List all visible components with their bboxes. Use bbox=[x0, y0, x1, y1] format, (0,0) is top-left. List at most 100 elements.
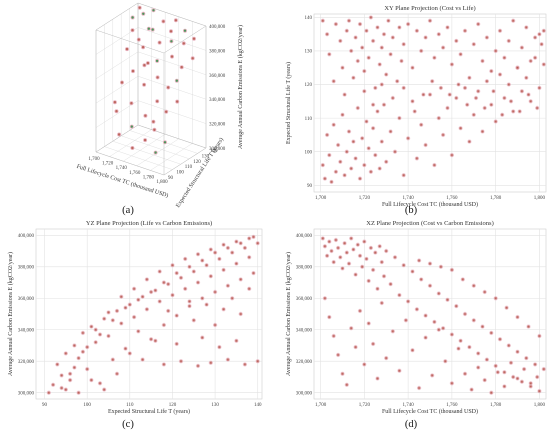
data-point bbox=[349, 326, 354, 331]
data-point bbox=[401, 42, 406, 47]
data-point bbox=[155, 75, 160, 80]
grid-line-3d bbox=[121, 135, 190, 159]
data-point bbox=[410, 65, 415, 70]
data-point bbox=[141, 11, 146, 16]
data-point bbox=[473, 95, 479, 101]
data-point bbox=[537, 388, 542, 394]
data-point bbox=[379, 300, 384, 306]
data-point bbox=[489, 68, 494, 74]
data-point bbox=[430, 373, 435, 378]
y-tick-label: 300,000 bbox=[296, 391, 313, 396]
x-tick-label: 1,740 bbox=[402, 196, 414, 201]
data-point bbox=[142, 63, 147, 68]
data-point bbox=[153, 150, 158, 155]
data-point bbox=[405, 299, 411, 304]
data-point bbox=[449, 332, 455, 337]
data-point bbox=[373, 250, 378, 255]
data-point bbox=[322, 244, 328, 249]
data-point bbox=[357, 21, 363, 27]
grid-line-3d bbox=[137, 27, 207, 51]
data-point bbox=[144, 307, 150, 312]
data-point bbox=[440, 326, 446, 331]
data-point bbox=[392, 149, 398, 154]
data-point bbox=[143, 138, 148, 143]
cube-edge bbox=[163, 147, 207, 176]
data-point bbox=[181, 41, 186, 46]
data-point bbox=[344, 250, 349, 255]
data-point bbox=[362, 68, 367, 74]
data-point bbox=[349, 166, 354, 171]
data-point bbox=[458, 125, 463, 131]
data-point bbox=[320, 236, 325, 241]
data-point bbox=[333, 169, 339, 175]
data-point bbox=[495, 370, 500, 375]
data-point bbox=[511, 374, 516, 380]
data-point bbox=[440, 45, 446, 50]
data-point bbox=[384, 248, 389, 254]
data-point bbox=[526, 324, 531, 329]
data-point bbox=[117, 132, 122, 137]
y-tick-label: 120 bbox=[193, 160, 201, 165]
cube-edge bbox=[137, 2, 207, 27]
cube-edge bbox=[95, 2, 139, 31]
data-point bbox=[397, 115, 402, 121]
data-point bbox=[338, 159, 343, 165]
grid-line-3d bbox=[112, 141, 181, 165]
data-point bbox=[438, 85, 444, 91]
data-point bbox=[381, 274, 387, 279]
data-point bbox=[419, 277, 424, 282]
data-point bbox=[157, 40, 162, 45]
panel-a-label: (a) bbox=[122, 205, 134, 216]
data-point bbox=[342, 240, 347, 246]
data-point bbox=[140, 357, 145, 362]
data-point bbox=[344, 28, 349, 33]
data-point bbox=[430, 78, 435, 84]
data-point bbox=[331, 333, 336, 339]
data-point bbox=[221, 307, 226, 312]
data-point bbox=[467, 344, 472, 350]
data-point bbox=[84, 344, 90, 350]
data-point bbox=[195, 280, 201, 285]
data-point bbox=[327, 314, 332, 320]
data-point bbox=[471, 318, 476, 323]
data-point bbox=[353, 344, 358, 350]
data-point bbox=[340, 266, 345, 271]
panel-b-xy-projection: 1,700 1,720 1,740 1,760 1,780 1,800 90 100 110 12… bbox=[285, 5, 547, 208]
data-point bbox=[148, 337, 154, 342]
x-tick-label: 1,780 bbox=[143, 175, 155, 180]
data-point bbox=[377, 62, 382, 67]
data-point bbox=[476, 351, 481, 356]
data-point bbox=[421, 92, 426, 97]
x-tick-label: 1,740 bbox=[402, 403, 414, 408]
y-tick-label: 340,000 bbox=[296, 328, 313, 333]
data-point bbox=[225, 283, 231, 288]
data-point bbox=[370, 102, 376, 107]
data-point bbox=[500, 112, 505, 118]
data-point bbox=[462, 28, 468, 33]
data-point bbox=[165, 308, 171, 314]
data-point bbox=[338, 38, 343, 44]
z-tick-label: 400,000 bbox=[209, 25, 226, 30]
data-point bbox=[447, 92, 452, 97]
data-point bbox=[191, 269, 197, 274]
data-point bbox=[179, 65, 184, 70]
data-point bbox=[242, 245, 248, 251]
data-point bbox=[59, 385, 64, 391]
x-tick-label: 1,740 bbox=[116, 166, 128, 171]
data-point bbox=[366, 321, 371, 326]
data-point bbox=[114, 109, 119, 114]
data-point bbox=[59, 373, 64, 378]
data-point bbox=[357, 308, 363, 314]
y-tick-label: 300,000 bbox=[18, 391, 35, 396]
data-point bbox=[471, 42, 476, 47]
data-point bbox=[539, 42, 544, 47]
data-point bbox=[351, 247, 356, 252]
data-point bbox=[200, 258, 205, 263]
data-point bbox=[114, 371, 120, 376]
data-point bbox=[541, 62, 546, 67]
data-point bbox=[76, 390, 81, 395]
x-tick-label: 1,780 bbox=[490, 403, 502, 408]
data-point bbox=[416, 258, 422, 263]
data-point bbox=[414, 156, 420, 161]
data-point bbox=[364, 119, 369, 124]
